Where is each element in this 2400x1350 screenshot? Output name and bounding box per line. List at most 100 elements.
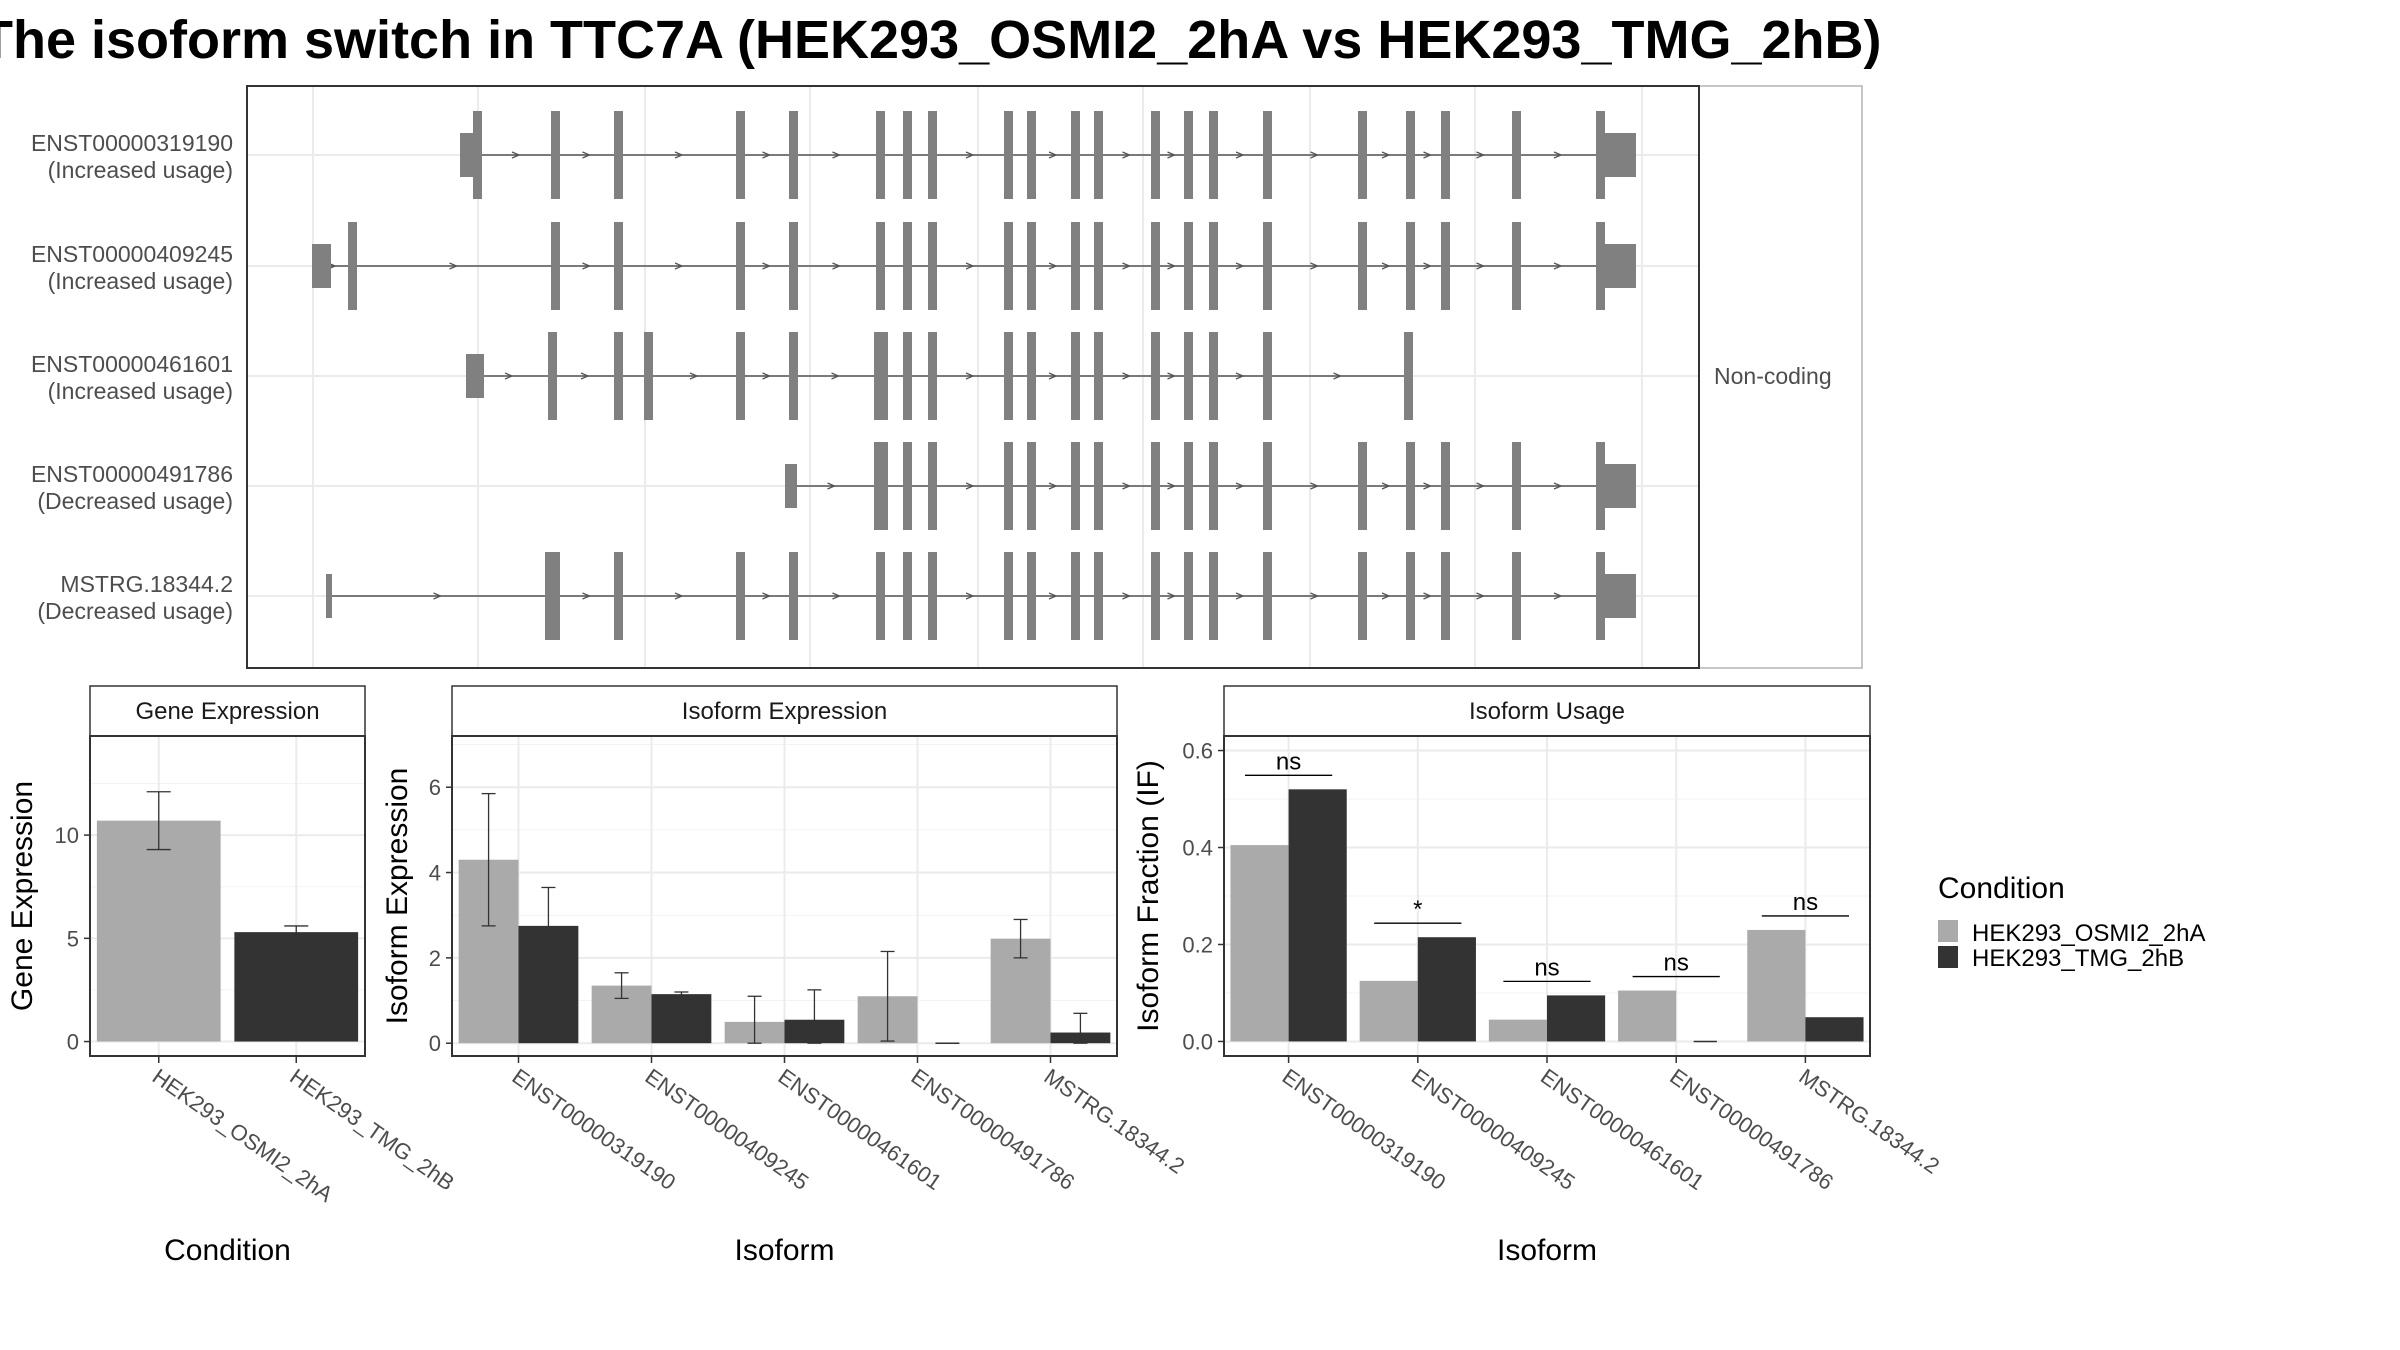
x-axis-title: Condition — [164, 1234, 291, 1267]
exon-block — [1184, 111, 1193, 199]
strand-arrow — [1167, 482, 1177, 490]
exon-block — [1263, 111, 1272, 199]
exon-block — [348, 222, 357, 310]
exon-block — [1027, 111, 1036, 199]
strip-title: Isoform Usage — [1469, 698, 1625, 725]
exon-block — [1209, 222, 1218, 310]
bar — [96, 820, 221, 1042]
exon-block — [1004, 442, 1013, 530]
strand-arrow — [965, 372, 975, 380]
transcript-id-label: ENST00000409245 — [31, 241, 233, 267]
exon-block — [1004, 111, 1013, 199]
exon-block — [1027, 332, 1036, 420]
exon-block — [1596, 552, 1605, 640]
exon-block — [1094, 111, 1103, 199]
bar — [1359, 980, 1418, 1042]
strand-arrow — [1048, 262, 1058, 270]
transcript-row: ENST00000491786(Decreased usage) — [31, 442, 1636, 530]
structure-panel-border — [246, 85, 1700, 669]
strand-arrow — [674, 592, 684, 600]
exon-block — [903, 332, 912, 420]
exon-block — [789, 222, 798, 310]
exon-block — [876, 222, 885, 310]
strand-arrow — [504, 372, 514, 380]
strip-box — [89, 685, 366, 737]
strand-arrow — [1048, 151, 1058, 159]
strand-arrow — [1167, 592, 1177, 600]
exon-block — [1512, 111, 1521, 199]
exon-block — [1358, 442, 1367, 530]
transcript-id-label: MSTRG.18344.2 — [60, 571, 233, 597]
exon-block — [928, 552, 937, 640]
y-tick-label: 10 — [55, 823, 79, 848]
exon-block — [1184, 222, 1193, 310]
exon-block — [1263, 442, 1272, 530]
y-tick-label: 0 — [429, 1031, 441, 1056]
exon-block — [1406, 442, 1415, 530]
bar — [1805, 1017, 1864, 1042]
bar — [1747, 929, 1806, 1042]
exon-block — [1404, 332, 1413, 420]
panel-border — [89, 735, 366, 1057]
strand-arrow — [1235, 482, 1245, 490]
strand-arrow — [965, 262, 975, 270]
strand-arrow — [1310, 482, 1320, 490]
exon-block — [1441, 222, 1450, 310]
exon-block — [545, 552, 554, 640]
y-tick-label: 0.6 — [1182, 739, 1213, 764]
strand-arrow — [1476, 262, 1486, 270]
exon-block — [879, 332, 888, 420]
exon-block — [1004, 222, 1013, 310]
y-tick-label: 0.2 — [1182, 932, 1213, 957]
transcript-id-label: ENST00000319190 — [31, 130, 233, 156]
y-tick-label: 2 — [429, 946, 441, 971]
legend-swatch-cond1 — [1938, 920, 1958, 942]
exon-block — [736, 332, 745, 420]
significance-label: ns — [1793, 889, 1818, 916]
exon-block — [551, 111, 560, 199]
strand-arrow — [831, 372, 841, 380]
strand-arrow — [1553, 482, 1563, 490]
y-tick-label: 6 — [429, 775, 441, 800]
strip-box — [451, 685, 1118, 737]
exon-block — [1071, 111, 1080, 199]
strand-arrow — [582, 262, 592, 270]
strand-arrow — [1235, 372, 1245, 380]
isoform-expression-chart: Isoform Expression0246ENST00000319190ENS… — [381, 685, 1189, 1267]
exon-block — [1358, 222, 1367, 310]
exon-block — [928, 222, 937, 310]
significance-label: * — [1413, 896, 1422, 923]
exon-block — [1004, 332, 1013, 420]
exon-block — [1512, 442, 1521, 530]
exon-block — [928, 442, 937, 530]
strand-arrow — [1381, 482, 1391, 490]
exon-block — [789, 552, 798, 640]
exon-block — [1512, 552, 1521, 640]
bar — [1417, 937, 1476, 1042]
legend: Condition HEK293_OSMI2_2hA HEK293_TMG_2h… — [1938, 872, 2205, 972]
y-axis-title: Isoform Expression — [381, 768, 414, 1025]
strand-arrow — [1167, 372, 1177, 380]
utr-block — [466, 354, 484, 398]
exon-block — [1027, 552, 1036, 640]
strand-arrow — [762, 151, 772, 159]
exon-block — [1406, 552, 1415, 640]
exon-block — [1596, 111, 1605, 199]
transcript-usage-label: (Increased usage) — [48, 157, 233, 183]
legend-item-cond1: HEK293_OSMI2_2hA — [1972, 920, 2205, 947]
strand-arrow — [965, 482, 975, 490]
strand-arrow — [965, 592, 975, 600]
strand-arrow — [827, 482, 837, 490]
transcript-row: MSTRG.18344.2(Decreased usage) — [37, 552, 1636, 640]
exon-block — [1027, 442, 1036, 530]
exon-block — [736, 552, 745, 640]
legend-title: Condition — [1938, 872, 2065, 905]
exon-block — [551, 552, 560, 640]
exon-block — [614, 222, 623, 310]
exon-block — [1596, 222, 1605, 310]
y-tick-label: 0 — [67, 1030, 79, 1055]
bar — [234, 932, 359, 1042]
strand-arrow — [1476, 482, 1486, 490]
strand-arrow — [1235, 592, 1245, 600]
strand-arrow — [1310, 262, 1320, 270]
